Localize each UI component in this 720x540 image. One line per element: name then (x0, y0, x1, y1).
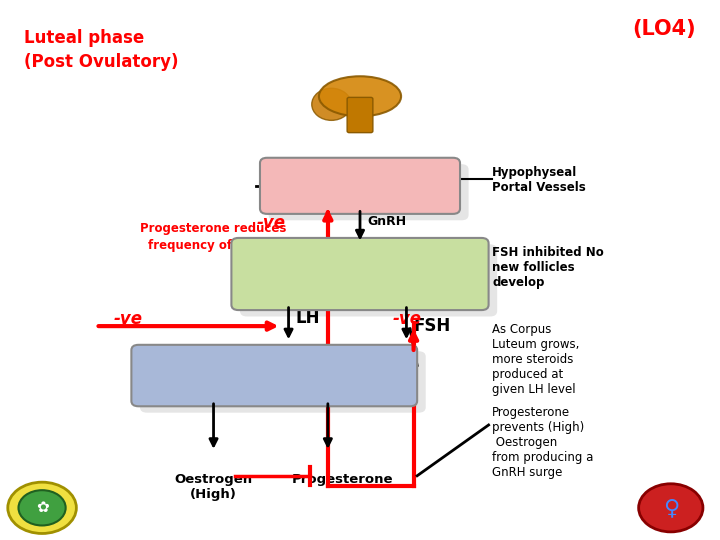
FancyBboxPatch shape (260, 158, 460, 214)
FancyBboxPatch shape (269, 164, 469, 220)
Text: ♀: ♀ (662, 498, 679, 518)
Text: Hypothalamus: Hypothalamus (305, 178, 415, 193)
Text: Progesterone
prevents (High)
 Oestrogen
from producing a
GnRH surge: Progesterone prevents (High) Oestrogen f… (492, 406, 593, 480)
FancyBboxPatch shape (240, 244, 498, 316)
Text: ✿: ✿ (36, 501, 48, 515)
Text: (LO4): (LO4) (632, 19, 696, 39)
Text: -ve: -ve (256, 214, 285, 232)
Text: LH: LH (296, 309, 320, 327)
Text: Corpus Luteum: Corpus Luteum (203, 367, 346, 384)
Circle shape (19, 490, 66, 525)
FancyBboxPatch shape (347, 97, 373, 133)
Text: Oestrogen
(High): Oestrogen (High) (174, 473, 253, 501)
Ellipse shape (312, 88, 351, 120)
Text: Hypophyseal
Portal Vessels: Hypophyseal Portal Vessels (492, 166, 586, 194)
Text: As Corpus
Luteum grows,
more steroids
produced at
given LH level: As Corpus Luteum grows, more steroids pr… (492, 323, 580, 396)
FancyBboxPatch shape (231, 238, 489, 310)
Text: FSH inhibited No
new follicles
develop: FSH inhibited No new follicles develop (492, 246, 604, 289)
Text: GnRH: GnRH (367, 215, 406, 228)
Text: Progesterone: Progesterone (292, 473, 393, 486)
Text: -ve: -ve (392, 310, 421, 328)
Circle shape (8, 482, 76, 534)
Text: -ve: -ve (114, 310, 143, 328)
Ellipse shape (319, 76, 401, 116)
Text: Anterior Pituitary
Gonadotrophs: Anterior Pituitary Gonadotrophs (297, 257, 423, 291)
Text: Luteal phase
(Post Ovulatory): Luteal phase (Post Ovulatory) (24, 30, 179, 71)
Text: Progesterone reduces
frequency of pulses: Progesterone reduces frequency of pulses (140, 222, 287, 252)
FancyBboxPatch shape (140, 351, 426, 413)
Circle shape (639, 484, 703, 532)
Text: FSH: FSH (413, 317, 451, 335)
FancyBboxPatch shape (131, 345, 417, 406)
